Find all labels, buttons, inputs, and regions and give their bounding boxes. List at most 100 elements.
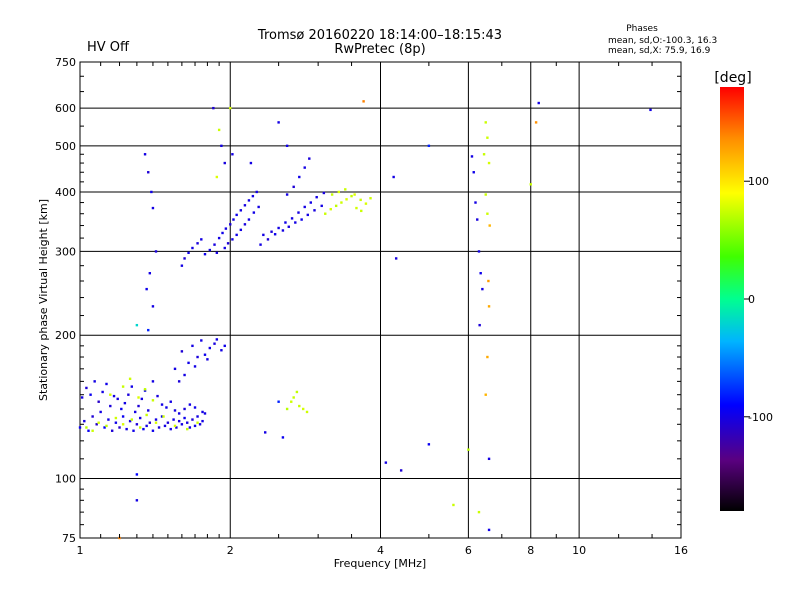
data-point <box>151 399 155 402</box>
colorbar-tick-label: 0 <box>748 293 755 306</box>
data-point <box>97 400 100 403</box>
data-point <box>128 419 132 423</box>
data-point <box>91 429 94 432</box>
data-point <box>99 410 102 414</box>
data-point <box>103 426 106 429</box>
data-point <box>156 394 159 398</box>
data-point <box>213 243 216 246</box>
data-point <box>232 218 235 221</box>
data-point <box>482 153 486 156</box>
data-point <box>180 423 184 426</box>
data-point <box>369 197 372 200</box>
data-point <box>537 101 540 105</box>
data-point <box>121 415 125 418</box>
chart-title: Tromsø 20160220 18:14:00–18:15:43 <box>257 28 502 43</box>
data-point <box>109 393 112 396</box>
data-point <box>313 209 316 212</box>
y-axis-label: Stationary phase Virtual Height [km] <box>37 199 50 401</box>
data-point <box>107 418 110 421</box>
data-point <box>303 166 306 169</box>
data-point <box>148 272 152 275</box>
data-point <box>362 100 365 103</box>
x-tick-label: 16 <box>674 544 688 557</box>
x-tick-label: 8 <box>527 544 534 557</box>
data-point <box>262 233 265 237</box>
data-point <box>255 190 258 194</box>
data-point <box>116 397 119 401</box>
data-point <box>89 393 92 396</box>
data-point <box>239 209 243 212</box>
hv-status-label: HV Off <box>87 40 130 55</box>
data-point <box>196 421 199 424</box>
data-point <box>213 342 216 345</box>
data-point <box>138 426 142 429</box>
data-point <box>208 248 212 252</box>
data-point <box>91 415 94 418</box>
data-point <box>247 199 251 202</box>
data-point <box>200 339 203 342</box>
data-point <box>97 421 100 424</box>
data-point <box>132 429 135 432</box>
data-point <box>160 415 164 418</box>
data-point <box>142 427 145 431</box>
data-point <box>235 233 238 237</box>
data-point <box>143 153 147 156</box>
data-point <box>223 246 226 250</box>
y-axis-ticks: 75 100 200 300 400 500 600 750 <box>55 56 681 545</box>
data-point <box>484 193 487 196</box>
data-point <box>177 412 181 415</box>
x-axis-label: Frequency [MHz] <box>334 557 426 570</box>
data-point <box>191 246 194 250</box>
y-tick-label: 75 <box>62 532 76 545</box>
data-point <box>478 323 481 327</box>
data-point <box>83 419 86 423</box>
data-point <box>145 424 148 428</box>
data-point <box>337 190 341 194</box>
data-point <box>247 218 251 221</box>
data-point <box>157 426 161 429</box>
data-point <box>285 144 289 148</box>
data-point <box>355 206 358 210</box>
data-point <box>487 528 491 532</box>
y-tick-label: 200 <box>55 329 76 342</box>
data-point <box>251 194 255 198</box>
data-point <box>285 193 289 196</box>
data-point <box>273 233 277 236</box>
data-point <box>203 412 207 415</box>
data-point <box>180 264 184 267</box>
data-point <box>324 212 327 215</box>
x-tick-label: 6 <box>465 544 472 557</box>
data-point <box>135 473 139 476</box>
data-point <box>114 421 118 424</box>
data-point <box>281 436 285 439</box>
data-point <box>303 205 306 209</box>
data-point <box>294 221 297 224</box>
data-point <box>477 510 481 514</box>
data-point <box>120 407 123 411</box>
data-point <box>147 171 150 174</box>
data-point <box>151 206 155 210</box>
data-point <box>154 250 158 253</box>
data-point <box>148 421 152 424</box>
data-point <box>196 242 199 245</box>
colorbar-ticks: 100 0 -100 <box>744 175 773 424</box>
data-point <box>290 217 294 220</box>
data-point <box>252 211 256 214</box>
data-point <box>127 393 130 396</box>
data-point <box>163 424 167 428</box>
x-tick-label: 1 <box>77 544 84 557</box>
data-point <box>196 415 199 418</box>
data-point <box>479 272 482 275</box>
data-point <box>175 426 178 429</box>
data-point <box>287 225 290 228</box>
data-point <box>295 390 299 394</box>
data-point <box>329 207 332 211</box>
data-point <box>137 396 140 399</box>
data-point <box>183 416 186 420</box>
x-tick-label: 10 <box>572 544 586 557</box>
data-point <box>109 404 112 408</box>
data-point <box>285 407 289 411</box>
data-point <box>350 194 353 198</box>
data-point <box>196 355 199 359</box>
